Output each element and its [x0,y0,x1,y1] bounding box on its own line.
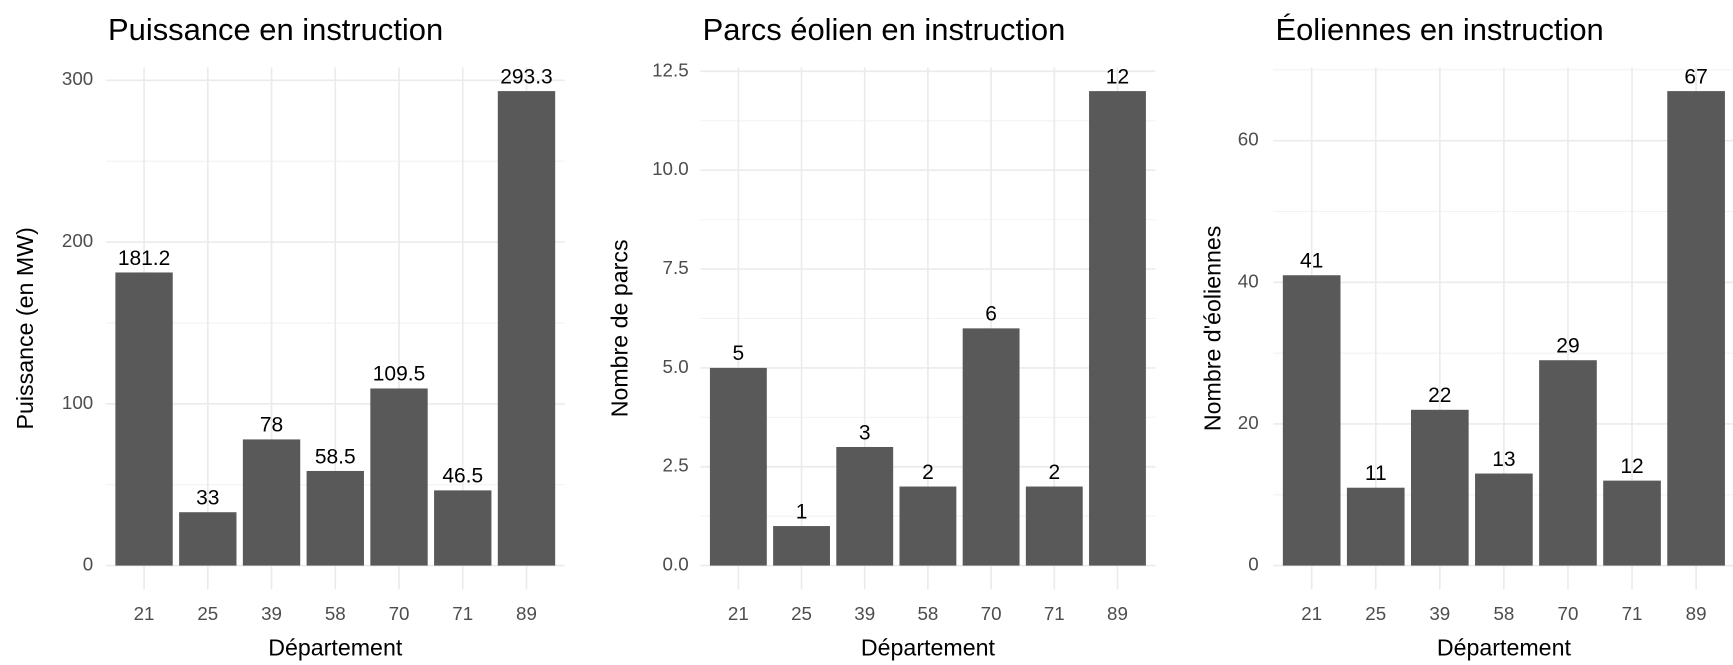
bar [1089,91,1146,566]
x-tick-label: 25 [197,603,218,624]
bar [962,328,1020,566]
y-tick-label: 7.5 [663,257,689,278]
data-label: 46.5 [442,465,483,488]
data-label: 67 [1684,65,1707,88]
y-tick-label: 40 [1238,270,1259,291]
y-tick-label: 60 [1238,129,1259,150]
data-label: 2 [1048,461,1060,484]
x-axis-title: Département [861,635,996,661]
x-tick-label: 39 [854,603,875,624]
x-tick-label: 58 [917,603,938,624]
x-tick-label: 58 [1493,603,1514,624]
y-tick-label: 12.5 [652,59,689,80]
bar [773,526,830,566]
data-label: 109.5 [373,363,425,386]
data-label: 293.3 [500,65,552,88]
y-tick-label: 10.0 [652,158,689,179]
bar [1410,409,1469,566]
x-axis-title: Département [268,635,403,661]
bar [370,388,428,566]
bar [1346,487,1405,566]
data-label: 13 [1492,448,1515,471]
bar [1282,275,1341,566]
data-label: 12 [1620,455,1643,478]
x-tick-label: 71 [1622,603,1643,624]
chart-title: Parcs éolien en instruction [703,12,1066,47]
x-axis-title: Département [1437,635,1572,661]
data-label: 22 [1428,384,1451,407]
data-label: 29 [1556,335,1579,358]
y-tick-label: 200 [62,230,93,251]
data-label: 11 [1365,462,1387,485]
y-tick-label: 5.0 [663,356,689,377]
bar [115,272,173,566]
chart-title: Éoliennes en instruction [1275,12,1603,47]
data-label: 3 [859,421,871,444]
x-tick-label: 89 [516,603,537,624]
bar [1025,486,1083,566]
y-tick-label: 0 [83,554,93,575]
bar [497,91,556,566]
x-tick-label: 39 [1429,603,1450,624]
bar [709,367,767,566]
y-tick-label: 300 [62,68,93,89]
y-axis-title: Puissance (en MW) [12,227,38,429]
x-tick-label: 25 [791,603,812,624]
x-tick-label: 21 [1301,603,1322,624]
data-label: 181.2 [118,247,170,270]
data-label: 41 [1300,250,1323,273]
data-label: 33 [196,487,219,510]
data-label: 6 [985,303,997,326]
x-tick-label: 89 [1686,603,1707,624]
chart-title: Puissance en instruction [108,12,443,47]
y-tick-label: 0.0 [663,554,689,575]
bar [434,490,492,566]
x-tick-label: 89 [1107,603,1128,624]
x-tick-label: 21 [728,603,749,624]
x-tick-label: 70 [1558,603,1579,624]
x-tick-label: 71 [1044,603,1065,624]
bar [179,512,237,566]
x-tick-label: 70 [389,603,410,624]
y-axis-title: Nombre d'éoliennes [1200,226,1226,432]
data-label: 1 [796,500,808,523]
bar [1539,360,1597,566]
y-axis-title: Nombre de parcs [606,239,632,417]
x-tick-label: 21 [134,603,155,624]
y-tick-label: 0 [1248,554,1258,575]
x-tick-label: 71 [452,603,473,624]
bar [242,439,301,566]
y-tick-label: 20 [1238,412,1259,433]
data-label: 5 [733,342,745,365]
x-tick-label: 70 [981,603,1002,624]
data-label: 58.5 [315,445,356,468]
bar [306,470,364,566]
bar [836,446,894,566]
data-label: 12 [1106,65,1129,88]
bar [1603,480,1661,566]
data-label: 2 [922,461,934,484]
x-tick-label: 25 [1365,603,1386,624]
bar [1667,91,1725,566]
y-tick-label: 100 [62,392,93,413]
bar [1475,473,1533,566]
x-tick-label: 39 [261,603,282,624]
x-tick-label: 58 [325,603,346,624]
y-tick-label: 2.5 [663,455,689,476]
data-label: 78 [260,414,283,437]
bar [899,486,957,566]
